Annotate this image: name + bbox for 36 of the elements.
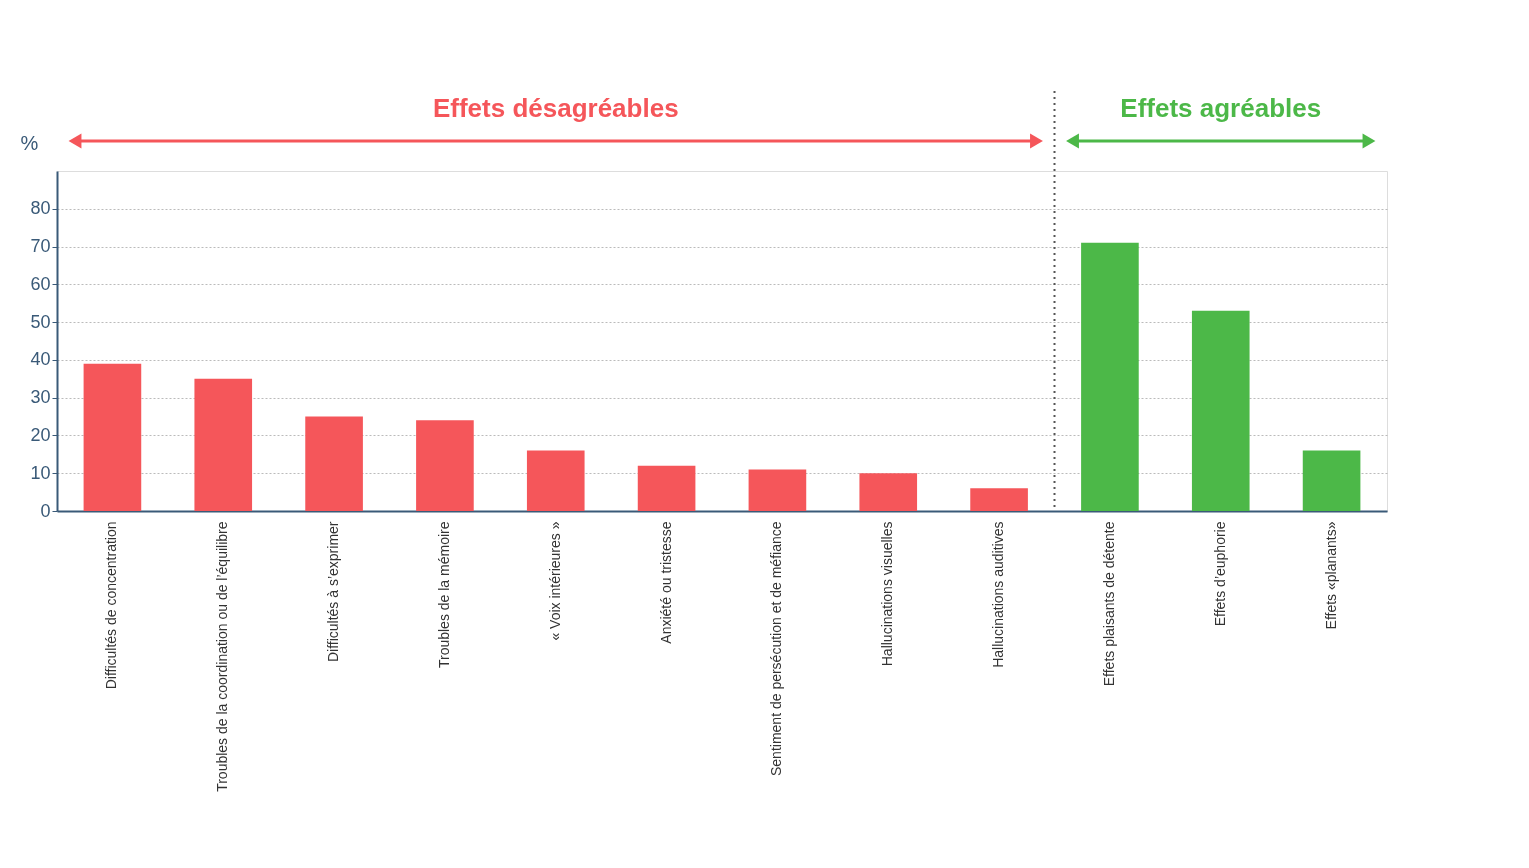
x-tick-label: Hallucinations auditives: [990, 521, 1007, 668]
x-tick-label: Difficultés de concentration: [103, 521, 120, 690]
x-tick-label: Hallucinations visuelles: [879, 521, 896, 667]
bar: [637, 465, 696, 511]
x-tick-label: « Voix intérieures »: [546, 521, 563, 641]
y-tick-label: 50: [30, 311, 51, 332]
text: Effets désagréables: [432, 93, 679, 123]
bar: [305, 416, 363, 511]
bar: [416, 420, 474, 511]
y-tick-label: 80: [30, 198, 51, 219]
y-axis-title: %: [20, 131, 39, 154]
x-tick-label: Effets d’euphorie: [1211, 521, 1228, 627]
y-tick-label: 60: [30, 273, 51, 294]
x-tick-label: Difficultés à s’exprimer: [325, 521, 342, 663]
bar: [1081, 242, 1139, 511]
bar: [194, 378, 253, 511]
bar: [1302, 450, 1361, 511]
x-tick-label: Troubles de la coordination ou de l’équilibre: [214, 521, 231, 792]
x-tick-label: Troubles de la mémoire: [435, 521, 452, 669]
x-tick-label: Sentiment de persécution et de méfiance: [768, 521, 785, 776]
bar: [1191, 310, 1250, 511]
y-tick-label: 40: [30, 349, 51, 370]
bar: [859, 473, 918, 511]
y-tick-label: 70: [30, 236, 51, 257]
x-tick-label: Effets plaisants de détente: [1100, 521, 1117, 687]
x-tick-label: Anxiété ou tristesse: [657, 521, 674, 644]
bar: [526, 450, 585, 511]
y-tick-label: 20: [30, 424, 51, 445]
text: Effets agréables: [1120, 93, 1322, 123]
y-tick-label: 30: [30, 387, 51, 408]
x-tick-label: Effets «planants»: [1322, 521, 1339, 630]
bar: [83, 363, 142, 511]
y-tick-label: 0: [40, 500, 51, 521]
bar: [748, 469, 807, 511]
y-tick-label: 10: [30, 462, 51, 483]
bar: [970, 488, 1028, 511]
